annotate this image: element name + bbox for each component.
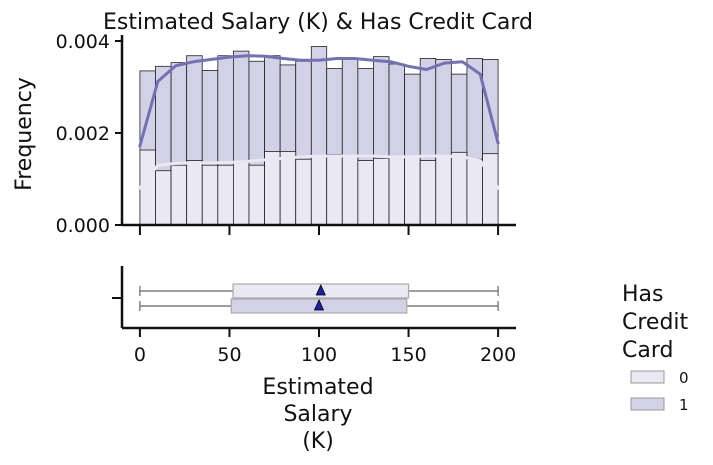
- x-axis-label-line-1: Estimated: [262, 375, 373, 400]
- x-tick-label-2: 100: [301, 344, 337, 366]
- histogram-bar-0-11: [310, 155, 328, 226]
- histogram-bar-0-18: [419, 160, 437, 226]
- histogram-bar-0-10: [295, 158, 312, 226]
- legend: Has Credit Card 0 1: [622, 282, 689, 414]
- boxplot-x-ticks: 0 50 100 150 200: [134, 328, 516, 366]
- histogram-bar-0-4: [201, 164, 219, 226]
- legend-swatch-1: [630, 397, 665, 411]
- legend-label-0: 0: [679, 369, 689, 387]
- y-tick-label-2: 0.004: [56, 31, 110, 53]
- y-tick-label-0: 0.000: [56, 215, 110, 237]
- histogram-bar-0-1: [155, 170, 172, 226]
- boxplots: [139, 283, 499, 314]
- histogram-bar-0-7: [248, 164, 265, 226]
- x-tick-label-0: 0: [134, 344, 146, 366]
- legend-swatch-0: [630, 370, 665, 384]
- kde-line-1: [138, 54, 500, 148]
- histogram-bar-0-2: [170, 164, 188, 226]
- histogram-bar-0-8: [264, 150, 281, 226]
- x-tick-label-3: 150: [390, 344, 426, 366]
- histogram-bars: [139, 46, 499, 226]
- histogram-bar-0-14: [357, 160, 374, 226]
- histogram-bar-0-5: [217, 164, 234, 226]
- histogram-panel: 0.000 0.002 0.004: [56, 31, 516, 237]
- box-mean-marker-0: [315, 284, 326, 296]
- x-tick-label-4: 200: [480, 344, 516, 366]
- y-axis-label: Frequency: [12, 77, 37, 191]
- histogram-y-ticks: 0.000 0.002 0.004: [56, 31, 122, 237]
- legend-label-1: 1: [679, 396, 689, 414]
- x-tick-label-1: 50: [217, 344, 241, 366]
- kde-line-0: [138, 154, 500, 190]
- histogram-bar-0-20: [450, 151, 468, 226]
- histogram-bar-0-12: [326, 154, 343, 226]
- histogram-bar-0-6: [232, 161, 250, 226]
- histogram-bar-0-19: [435, 155, 452, 226]
- histogram-bar-0-3: [186, 160, 203, 226]
- histogram-x-ticks: [138, 225, 500, 235]
- chart-title: Estimated Salary (K) & Has Credit Card: [103, 10, 533, 35]
- boxplot-panel: 0 50 100 150 200: [112, 266, 516, 366]
- histogram-bar-0-13: [341, 156, 359, 226]
- legend-title-line-3: Card: [622, 338, 673, 363]
- histogram-bar-0-22: [482, 153, 499, 226]
- x-axis-label-line-2: Salary: [283, 402, 352, 427]
- legend-title-line-1: Has: [622, 282, 664, 307]
- histogram-bar-0-15: [373, 157, 390, 226]
- kde-curves: [138, 54, 500, 190]
- histogram-bar-0-17: [404, 156, 421, 226]
- histogram-bar-0-21: [466, 158, 483, 226]
- x-axis-label-line-3: (K): [302, 429, 334, 454]
- legend-title-line-2: Credit: [622, 310, 689, 335]
- x-axis-label: Estimated Salary (K): [262, 375, 373, 454]
- box-mean-marker-1: [313, 299, 325, 311]
- histogram-bar-0-9: [279, 150, 297, 226]
- histogram-bar-0-16: [388, 155, 406, 226]
- y-tick-label-1: 0.002: [56, 123, 110, 145]
